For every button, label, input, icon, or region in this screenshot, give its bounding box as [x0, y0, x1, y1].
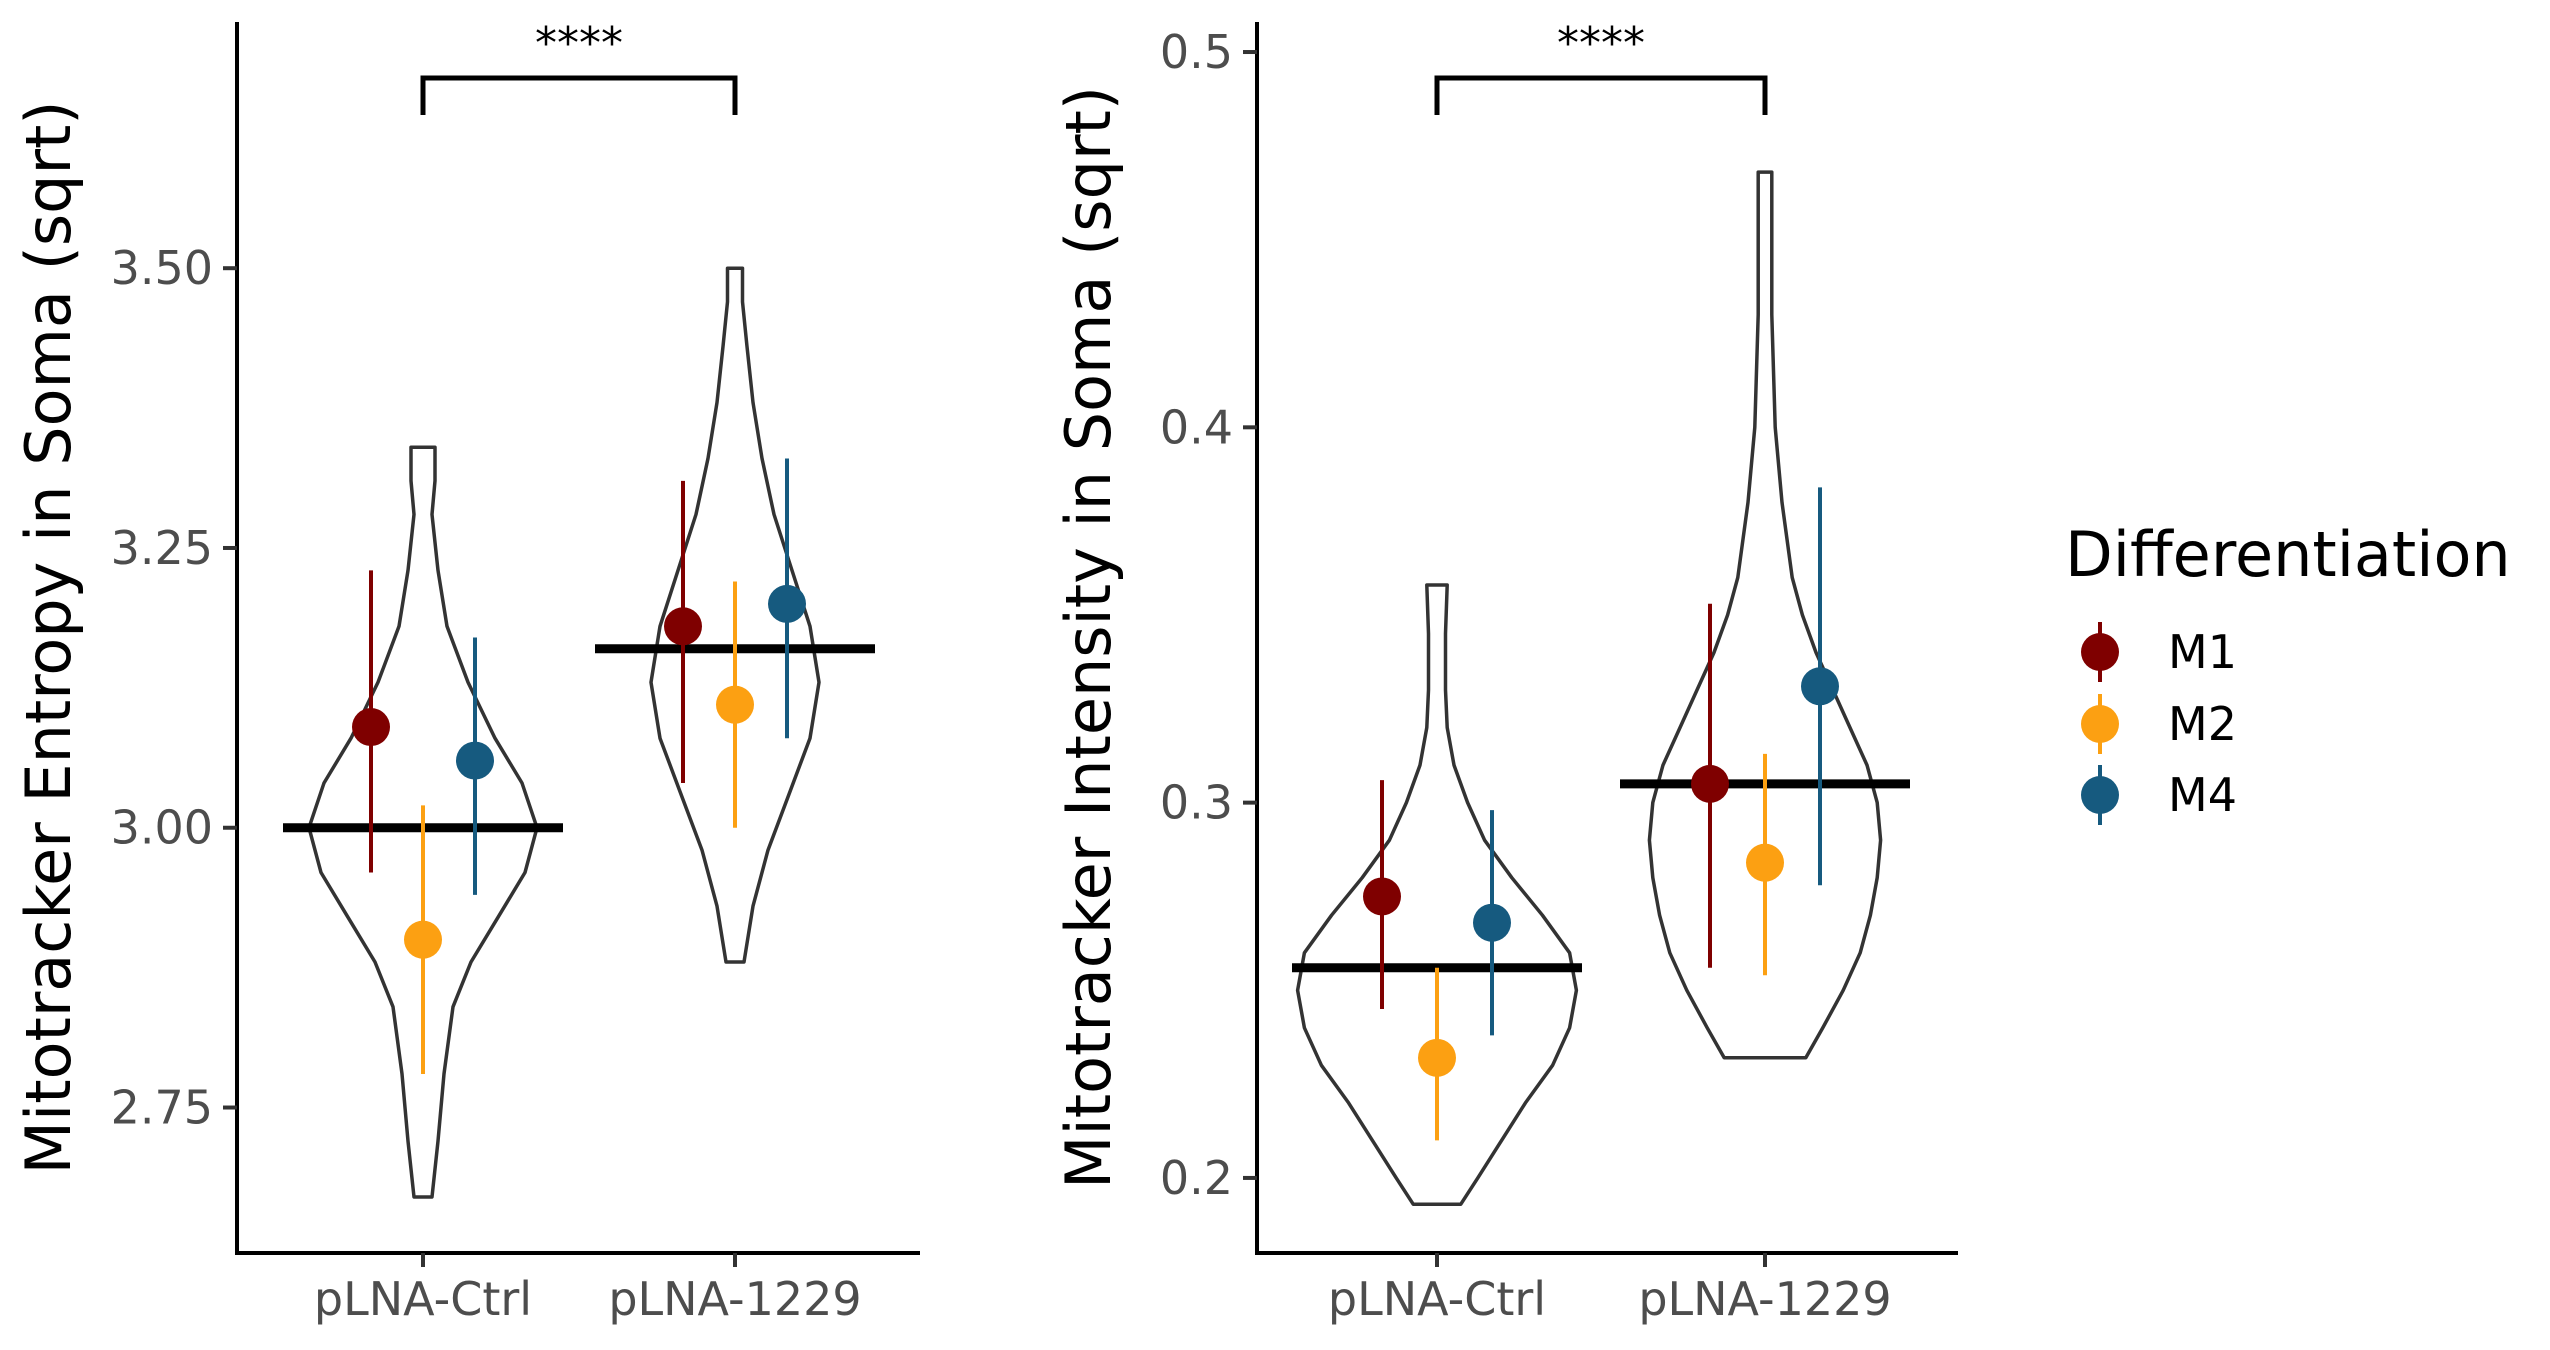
- legend-label-m1: M1: [2168, 625, 2237, 679]
- y-tick-label: 0.4: [1160, 400, 1233, 454]
- point-m2-plna-1229: [716, 685, 754, 724]
- point-m2-plna-1229: [1746, 843, 1784, 882]
- y-tick-label: 3.50: [111, 241, 213, 295]
- point-m1-plna-ctrl: [1363, 877, 1401, 916]
- point-m4-plna-1229: [768, 584, 806, 623]
- violin-plna-ctrl: [307, 445, 539, 1199]
- point-m4-plna-1229: [1801, 667, 1839, 706]
- legend-title: Differentiation: [2065, 518, 2511, 591]
- violin-plna-1229: [1647, 170, 1883, 1060]
- y-tick-label: 3.00: [111, 801, 213, 855]
- y-tick-label: 0.5: [1160, 25, 1233, 79]
- significance-bracket: [1434, 75, 1768, 115]
- point-m2-plna-ctrl: [404, 920, 442, 959]
- point-m1-plna-1229: [1691, 764, 1729, 803]
- intensity-panel: 0.2 0.3 0.4 0.5 pLNA-Ctrl pLNA-1229 Mitotracke…: [1052, 18, 1958, 1326]
- y-tick-label: 0.2: [1160, 1151, 1233, 1205]
- significance-label: ****: [1557, 18, 1645, 69]
- legend-item-m4: M4: [2081, 765, 2237, 825]
- violin-plna-1229: [649, 266, 821, 964]
- violin-plna-ctrl: [1295, 583, 1579, 1206]
- legend-key-dot-m1: [2081, 633, 2119, 671]
- point-m4-plna-ctrl: [1473, 903, 1511, 942]
- legend-key-dot-m2: [2081, 705, 2119, 743]
- y-tick-label: 0.3: [1160, 776, 1233, 830]
- y-axis-title: Mitotracker Entropy in Soma (sqrt): [12, 101, 85, 1175]
- legend: Differentiation M1 M2 M4: [2065, 518, 2511, 825]
- x-tick-label-plna-1229: pLNA-1229: [1638, 1272, 1891, 1326]
- legend-item-m2: M2: [2081, 694, 2237, 754]
- x-tick-label-plna-ctrl: pLNA-Ctrl: [314, 1272, 532, 1326]
- point-m4-plna-ctrl: [456, 741, 494, 780]
- entropy-panel: 2.75 3.00 3.25 3.50 pLNA-Ctrl pLNA-1229 Mitotr…: [12, 18, 920, 1326]
- significance-bracket: [420, 75, 738, 115]
- x-tick-label-plna-1229: pLNA-1229: [608, 1272, 861, 1326]
- y-tick-label: 2.75: [111, 1081, 213, 1135]
- point-m2-plna-ctrl: [1418, 1038, 1456, 1077]
- y-tick-label: 3.25: [111, 521, 213, 575]
- point-m1-plna-ctrl: [352, 708, 390, 747]
- legend-label-m2: M2: [2168, 697, 2237, 751]
- point-m1-plna-1229: [664, 607, 702, 646]
- legend-item-m1: M1: [2081, 622, 2237, 682]
- y-axis-title: Mitotracker Intensity in Soma (sqrt): [1052, 86, 1125, 1189]
- legend-label-m4: M4: [2168, 768, 2237, 822]
- legend-key-dot-m4: [2081, 776, 2119, 814]
- x-tick-label-plna-ctrl: pLNA-Ctrl: [1328, 1272, 1546, 1326]
- significance-label: ****: [535, 18, 623, 69]
